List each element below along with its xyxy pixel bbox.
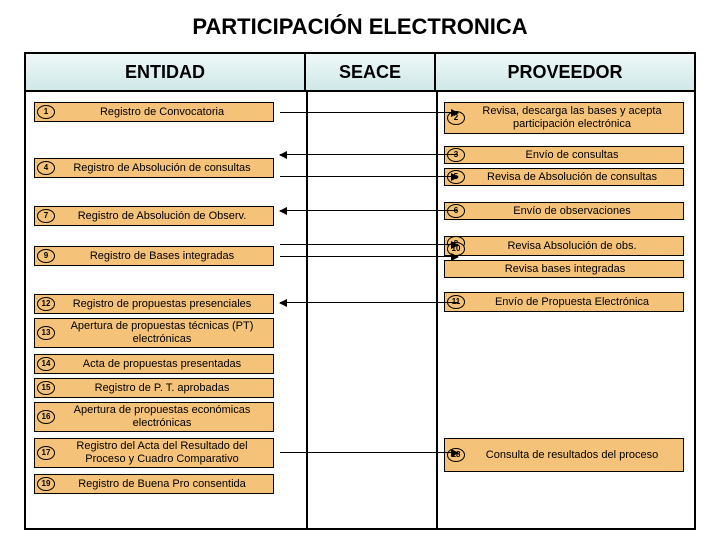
step-label: Revisa Absolución de obs. (465, 240, 679, 253)
step-number-badge: 16 (37, 410, 55, 424)
step-number-badge: 4 (37, 161, 55, 175)
step-label: Registro de Absolución de Observ. (55, 210, 269, 223)
arrow-left-icon (280, 210, 458, 211)
step-label: Acta de propuestas presentadas (55, 358, 269, 371)
column-separator-2 (436, 90, 438, 528)
proveedor-step: 810Revisa Absolución de obs. (444, 236, 684, 256)
step-label: Registro de Convocatoria (55, 106, 269, 119)
entidad-step: 17Registro del Acta del Resultado del Pr… (34, 438, 274, 468)
entidad-step: 4Registro de Absolución de consultas (34, 158, 274, 178)
entidad-step: 13Apertura de propuestas técnicas (PT) e… (34, 318, 274, 348)
entidad-step: 15Registro de P. T. aprobadas (34, 378, 274, 398)
proveedor-step: 6Envío de observaciones (444, 202, 684, 220)
entidad-step: 19Registro de Buena Pro consentida (34, 474, 274, 494)
entidad-step: 12Registro de propuestas presenciales (34, 294, 274, 314)
step-number-badge: 1 (37, 105, 55, 119)
arrow-right-icon (280, 452, 458, 453)
step-label: Registro de Absolución de consultas (55, 162, 269, 175)
arrow-left-icon (280, 154, 458, 155)
step-label: Registro de P. T. aprobadas (55, 382, 269, 395)
proveedor-step: 5Revisa de Absolución de consultas (444, 168, 684, 186)
step-number-badge: 19 (37, 477, 55, 491)
step-number-badge: 15 (37, 381, 55, 395)
entidad-step: 9Registro de Bases integradas (34, 246, 274, 266)
column-separator-1 (306, 90, 308, 528)
proveedor-step: 18Consulta de resultados del proceso (444, 438, 684, 472)
proveedor-step: Revisa bases integradas (444, 260, 684, 278)
step-label: Consulta de resultados del proceso (465, 449, 679, 462)
step-label: Envío de observaciones (465, 205, 679, 218)
step-number-badge: 17 (37, 446, 55, 460)
proveedor-step: 11Envío de Propuesta Electrónica (444, 292, 684, 312)
entidad-step: 7Registro de Absolución de Observ. (34, 206, 274, 226)
page-title: PARTICIPACIÓN ELECTRONICA (0, 0, 720, 48)
col-proveedor-header: PROVEEDOR (436, 54, 694, 90)
proveedor-step: 3Envío de consultas (444, 146, 684, 164)
step-label: Apertura de propuestas económicas electr… (55, 404, 269, 429)
proveedor-step: 2Revisa, descarga las bases y acepta par… (444, 102, 684, 134)
step-label: Envío de Propuesta Electrónica (465, 296, 679, 309)
step-label: Registro del Acta del Resultado del Proc… (55, 440, 269, 465)
swimlane-header: ENTIDAD SEACE PROVEEDOR (26, 54, 694, 92)
arrow-left-icon (280, 302, 458, 303)
step-label: Registro de Bases integradas (55, 250, 269, 263)
arrow-right-icon (280, 244, 458, 245)
step-number-badge: 14 (37, 357, 55, 371)
step-label: Registro de Buena Pro consentida (55, 478, 269, 491)
col-seace-header: SEACE (306, 54, 436, 90)
step-label: Registro de propuestas presenciales (55, 298, 269, 311)
step-number-badge: 6 (447, 204, 465, 218)
step-number-badge: 9 (37, 249, 55, 263)
entidad-step: 16Apertura de propuestas económicas elec… (34, 402, 274, 432)
arrow-right-icon (280, 112, 458, 113)
step-number-badge: 12 (37, 297, 55, 311)
step-number-badge: 13 (37, 326, 55, 340)
step-label: Apertura de propuestas técnicas (PT) ele… (55, 320, 269, 345)
step-label: Revisa bases integradas (451, 263, 679, 276)
entidad-step: 14Acta de propuestas presentadas (34, 354, 274, 374)
step-label: Revisa de Absolución de consultas (465, 171, 679, 184)
col-entidad-header: ENTIDAD (26, 54, 306, 90)
entidad-step: 1Registro de Convocatoria (34, 102, 274, 122)
arrow-right-icon (280, 256, 458, 257)
step-number-badge: 7 (37, 209, 55, 223)
arrow-right-icon (280, 176, 458, 177)
step-label: Revisa, descarga las bases y acepta part… (465, 105, 679, 130)
step-number-badge: 3 (447, 148, 465, 162)
swimlane-frame: ENTIDAD SEACE PROVEEDOR 1Registro de Con… (24, 52, 696, 530)
step-label: Envío de consultas (465, 149, 679, 162)
